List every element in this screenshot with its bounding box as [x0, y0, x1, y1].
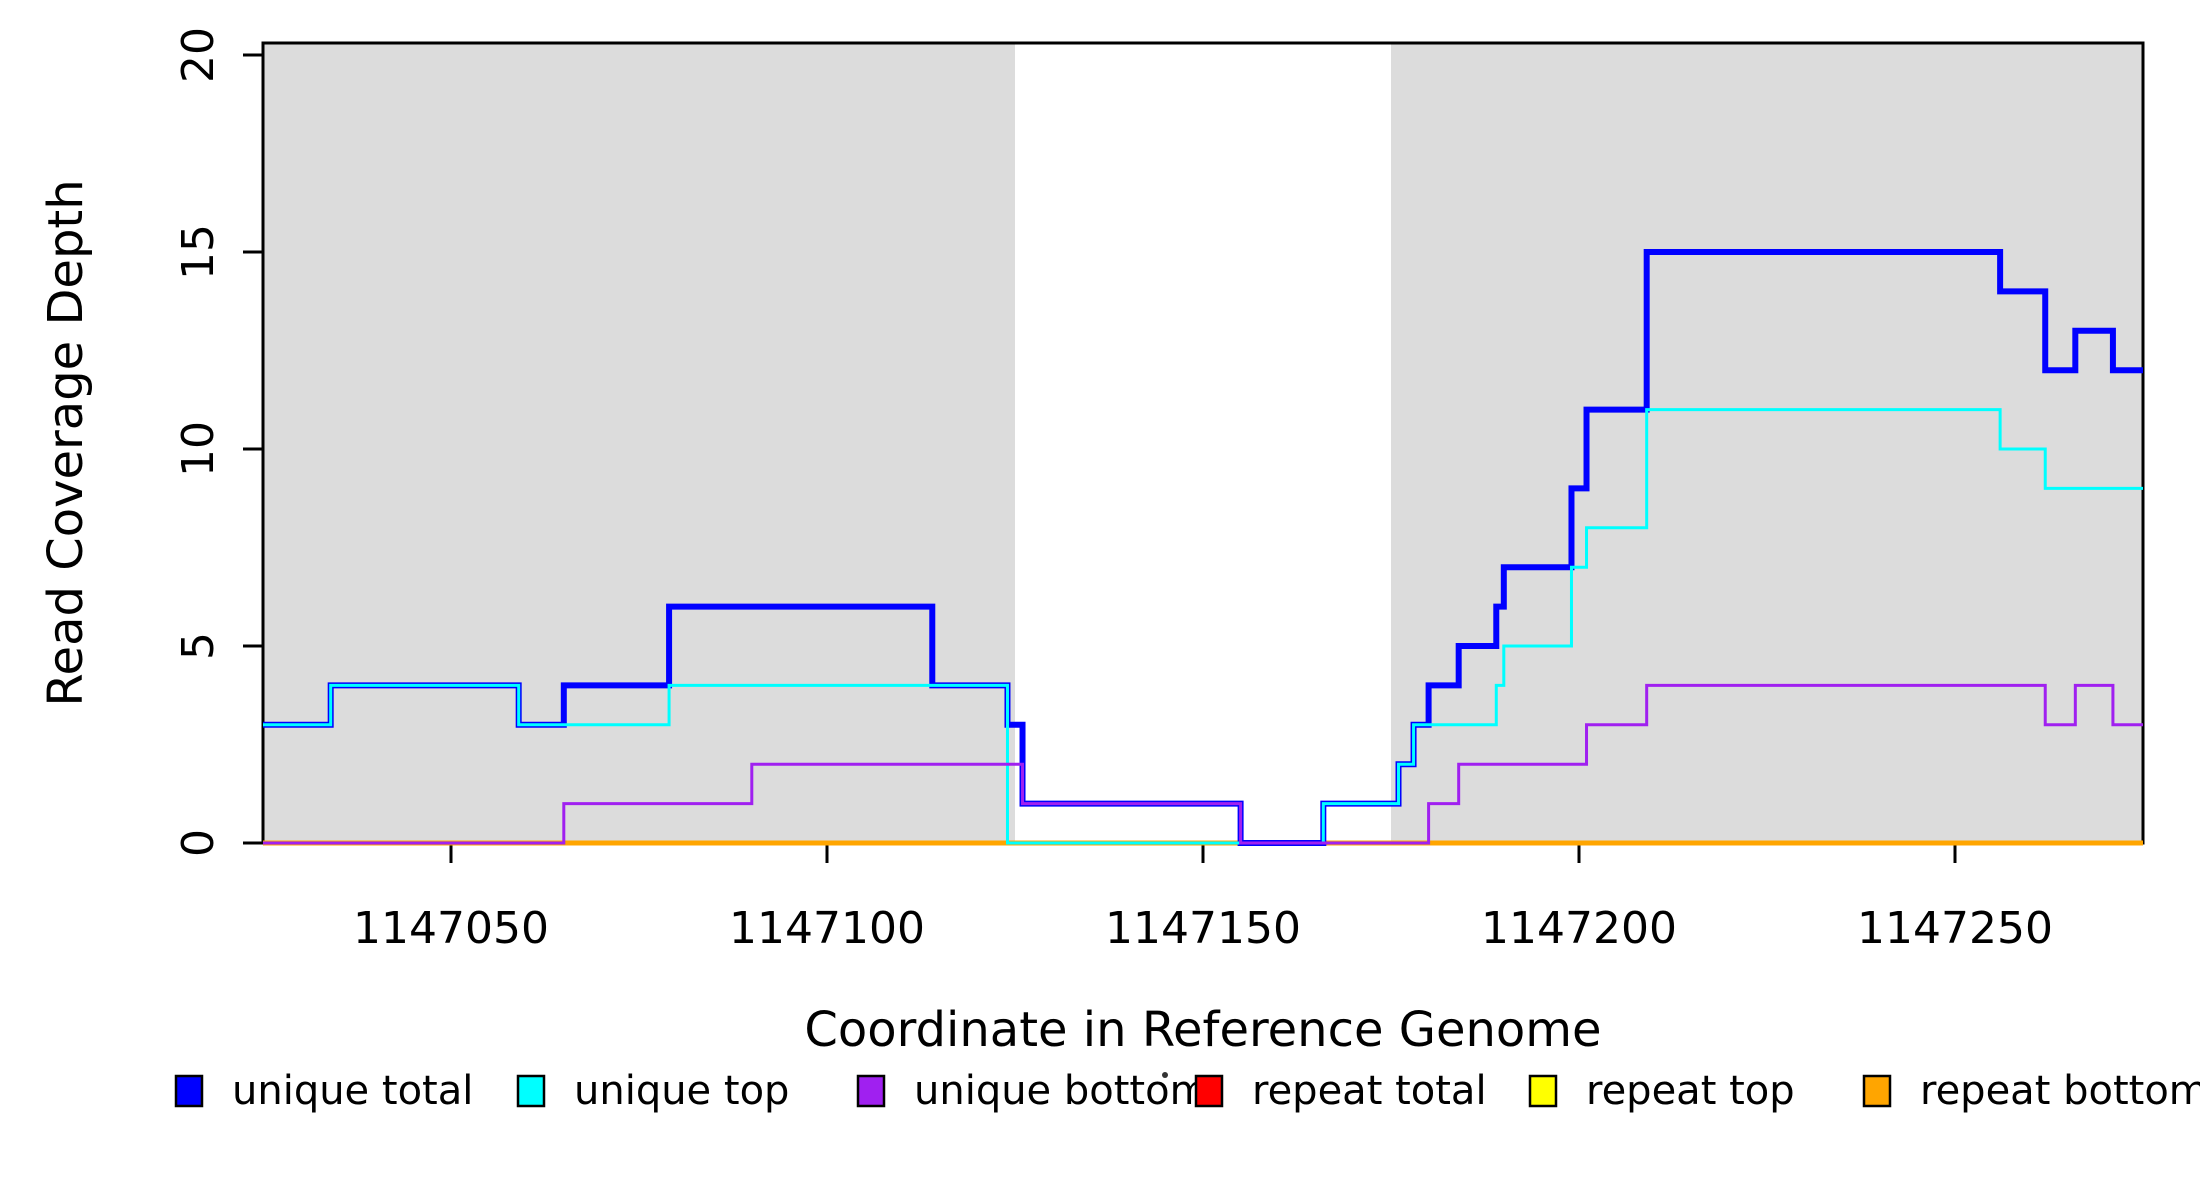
x-tick-label: 1147050 [353, 903, 549, 954]
series-line-unique-bottom [263, 683, 2143, 845]
legend-label-repeat-top: repeat top [1586, 1068, 1795, 1114]
x-axis: 1147050 1147100 1147150 1147200 1147250 [353, 843, 2053, 954]
x-tick-label: 1147200 [1481, 903, 1677, 954]
legend-swatch-repeat-top [1528, 1074, 1558, 1108]
y-tick-label: 20 [173, 27, 224, 83]
stray-mark [1162, 1072, 1168, 1078]
panel-region-left-shaded [263, 43, 1015, 843]
legend-label-unique-top: unique top [574, 1068, 789, 1114]
x-axis-title: Coordinate in Reference Genome [804, 1002, 1601, 1058]
y-tick-label: 15 [173, 224, 224, 280]
shaded-regions [263, 43, 2143, 843]
panel-region-middle-gap-white [1015, 43, 1391, 843]
legend-label-repeat-bottom: repeat bottom [1920, 1068, 2200, 1114]
legend-label-unique-bottom: unique bottom [914, 1068, 1209, 1114]
legend-swatch-repeat-total [1194, 1074, 1224, 1108]
legend-label-repeat-total: repeat total [1252, 1068, 1487, 1114]
legend-swatch-repeat-bottom [1862, 1074, 1892, 1108]
y-tick-label: 5 [173, 632, 224, 660]
legend-swatch-unique-total [174, 1074, 204, 1108]
x-tick-label: 1147250 [1857, 903, 2053, 954]
x-tick-label: 1147100 [729, 903, 925, 954]
legend-swatch-unique-top [516, 1074, 546, 1108]
y-axis-title: Read Coverage Depth [38, 179, 94, 706]
y-tick-label: 10 [173, 421, 224, 477]
legend-swatch-unique-bottom [856, 1074, 886, 1108]
panel-region-right-shaded [1391, 43, 2143, 843]
legend: unique total unique top unique bottom repea… [174, 1068, 2200, 1114]
y-axis: 0 5 10 15 20 [173, 27, 263, 857]
y-tick-label: 0 [173, 829, 224, 857]
x-tick-label: 1147150 [1105, 903, 1301, 954]
series-lines [263, 249, 2143, 846]
legend-label-unique-total: unique total [232, 1068, 473, 1114]
series-line-unique-top [263, 408, 2143, 845]
